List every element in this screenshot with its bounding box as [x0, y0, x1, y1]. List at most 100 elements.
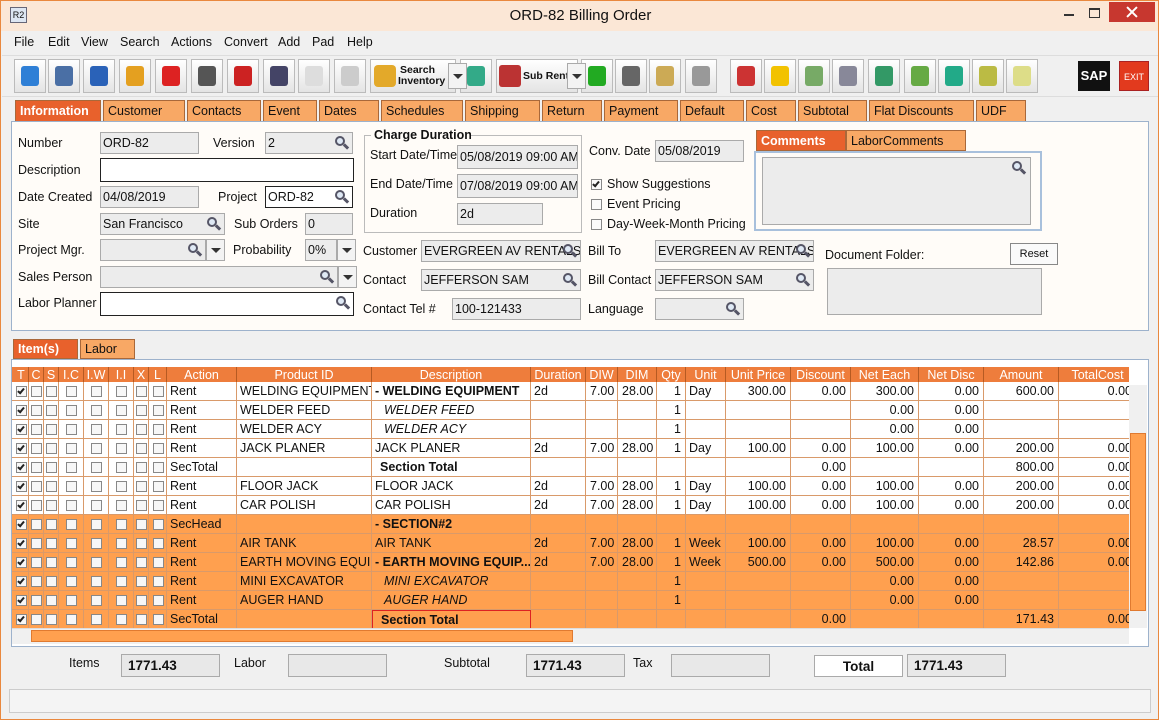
grid-cell[interactable]: 200.00 — [984, 439, 1059, 458]
table-row[interactable] — [12, 610, 1129, 628]
text-input[interactable] — [655, 298, 744, 320]
row-checkbox[interactable] — [136, 519, 147, 530]
item-tab[interactable]: Labor — [80, 339, 135, 359]
table-row[interactable] — [12, 534, 1129, 553]
row-checkbox[interactable] — [91, 614, 102, 625]
grid-cell[interactable]: 1 — [657, 477, 686, 496]
row-checkbox[interactable] — [31, 614, 42, 625]
column-header[interactable]: X — [134, 367, 149, 384]
grid-cell[interactable] — [237, 515, 372, 534]
grid-cell[interactable] — [686, 572, 726, 591]
grid-cell[interactable]: Rent — [167, 496, 237, 515]
grid-cell[interactable]: 142.86 — [984, 553, 1059, 572]
grid-cell[interactable]: Day — [686, 382, 726, 401]
grid-cell[interactable]: MINI EXCAVATOR — [237, 572, 372, 591]
grid-cell[interactable]: 0.00 — [1059, 439, 1129, 458]
grid-cell[interactable] — [686, 515, 726, 534]
row-checkbox[interactable] — [136, 595, 147, 606]
grid-cell[interactable]: AIR TANK — [237, 534, 372, 553]
grid-cell[interactable]: Day — [686, 439, 726, 458]
row-checkbox[interactable] — [116, 538, 127, 549]
grid-cell[interactable]: 0.00 — [919, 553, 984, 572]
row-checkbox[interactable] — [66, 614, 77, 625]
column-header[interactable]: Net Disc — [919, 367, 984, 384]
row-checkbox[interactable] — [31, 386, 42, 397]
toolbar-button[interactable] — [48, 59, 80, 93]
grid-cell[interactable]: FLOOR JACK — [372, 477, 531, 496]
row-checkbox[interactable] — [31, 443, 42, 454]
row-checkbox[interactable] — [152, 386, 164, 397]
column-header[interactable]: Product ID — [237, 367, 372, 384]
row-checkbox[interactable] — [16, 519, 27, 530]
tab[interactable]: Information — [15, 100, 101, 121]
grid-cell[interactable] — [1059, 591, 1129, 610]
grid-cell[interactable] — [657, 458, 686, 477]
tab[interactable]: Shipping — [465, 100, 540, 121]
grid-cell[interactable]: 600.00 — [984, 382, 1059, 401]
row-checkbox[interactable] — [46, 462, 57, 473]
grid-cell[interactable]: 100.00 — [851, 534, 919, 553]
grid-cell[interactable] — [851, 515, 919, 534]
grid-cell[interactable] — [726, 591, 791, 610]
grid-cell[interactable]: WELDER ACY — [372, 420, 531, 439]
tab[interactable]: Payment — [604, 100, 678, 121]
checkbox[interactable] — [591, 199, 602, 210]
toolbar-button[interactable] — [868, 59, 900, 93]
grid-cell[interactable]: 0.00 — [1059, 382, 1129, 401]
text-input[interactable]: 0 — [305, 213, 353, 235]
text-input[interactable]: 04/08/2019 — [100, 186, 199, 208]
row-checkbox[interactable] — [91, 595, 102, 606]
grid-cell[interactable]: 28.00 — [618, 382, 657, 401]
grid-cell[interactable] — [531, 515, 586, 534]
column-header[interactable]: Action — [167, 367, 237, 384]
tab[interactable]: UDF — [976, 100, 1026, 121]
grid-cell[interactable]: 0.00 — [919, 382, 984, 401]
grid-cell[interactable]: Rent — [167, 420, 237, 439]
row-checkbox[interactable] — [31, 519, 42, 530]
row-checkbox[interactable] — [152, 405, 164, 416]
text-input[interactable]: 2d — [457, 203, 543, 225]
text-input[interactable]: 0% — [305, 239, 337, 261]
grid-cell[interactable]: 0.00 — [851, 420, 919, 439]
row-checkbox[interactable] — [91, 576, 102, 587]
row-checkbox[interactable] — [91, 481, 102, 492]
menu-item[interactable]: Help — [347, 35, 373, 49]
grid-cell[interactable] — [586, 591, 618, 610]
grid-cell[interactable] — [984, 591, 1059, 610]
menu-item[interactable]: Actions — [171, 35, 212, 49]
grid-cell[interactable]: 500.00 — [851, 553, 919, 572]
grid-cell[interactable]: 0.00 — [851, 572, 919, 591]
grid-cell[interactable]: EARTH MOVING EQUI... — [237, 553, 372, 572]
grid-cell[interactable]: 28.00 — [618, 534, 657, 553]
row-checkbox[interactable] — [66, 386, 77, 397]
text-input[interactable]: JEFFERSON SAM — [421, 269, 581, 291]
row-checkbox[interactable] — [116, 424, 127, 435]
grid-cell[interactable] — [531, 401, 586, 420]
grid-cell[interactable] — [1059, 401, 1129, 420]
grid-cell[interactable]: 100.00 — [726, 439, 791, 458]
row-checkbox[interactable] — [31, 595, 42, 606]
grid-cell[interactable]: 28.00 — [618, 496, 657, 515]
grid-cell[interactable]: 0.00 — [919, 591, 984, 610]
row-checkbox[interactable] — [136, 557, 147, 568]
grid-cell[interactable] — [726, 515, 791, 534]
row-checkbox[interactable] — [16, 557, 27, 568]
column-header[interactable]: Qty — [657, 367, 686, 384]
row-checkbox[interactable] — [136, 538, 147, 549]
row-checkbox[interactable] — [116, 443, 127, 454]
grid-cell[interactable]: 1 — [657, 420, 686, 439]
grid-cell[interactable] — [984, 572, 1059, 591]
grid-cell[interactable] — [984, 401, 1059, 420]
grid-cell[interactable]: 0.00 — [791, 610, 851, 628]
toolbar-button[interactable] — [798, 59, 830, 93]
grid-cell[interactable]: 300.00 — [726, 382, 791, 401]
grid-cell[interactable]: 0.00 — [1059, 610, 1129, 628]
row-checkbox[interactable] — [136, 386, 147, 397]
grid-cell[interactable] — [531, 591, 586, 610]
grid-cell[interactable]: WELDER ACY — [237, 420, 372, 439]
row-checkbox[interactable] — [116, 557, 127, 568]
grid-cell[interactable]: 1 — [657, 439, 686, 458]
row-checkbox[interactable] — [136, 500, 147, 511]
row-checkbox[interactable] — [66, 405, 77, 416]
column-header[interactable]: TotalCost — [1059, 367, 1129, 384]
